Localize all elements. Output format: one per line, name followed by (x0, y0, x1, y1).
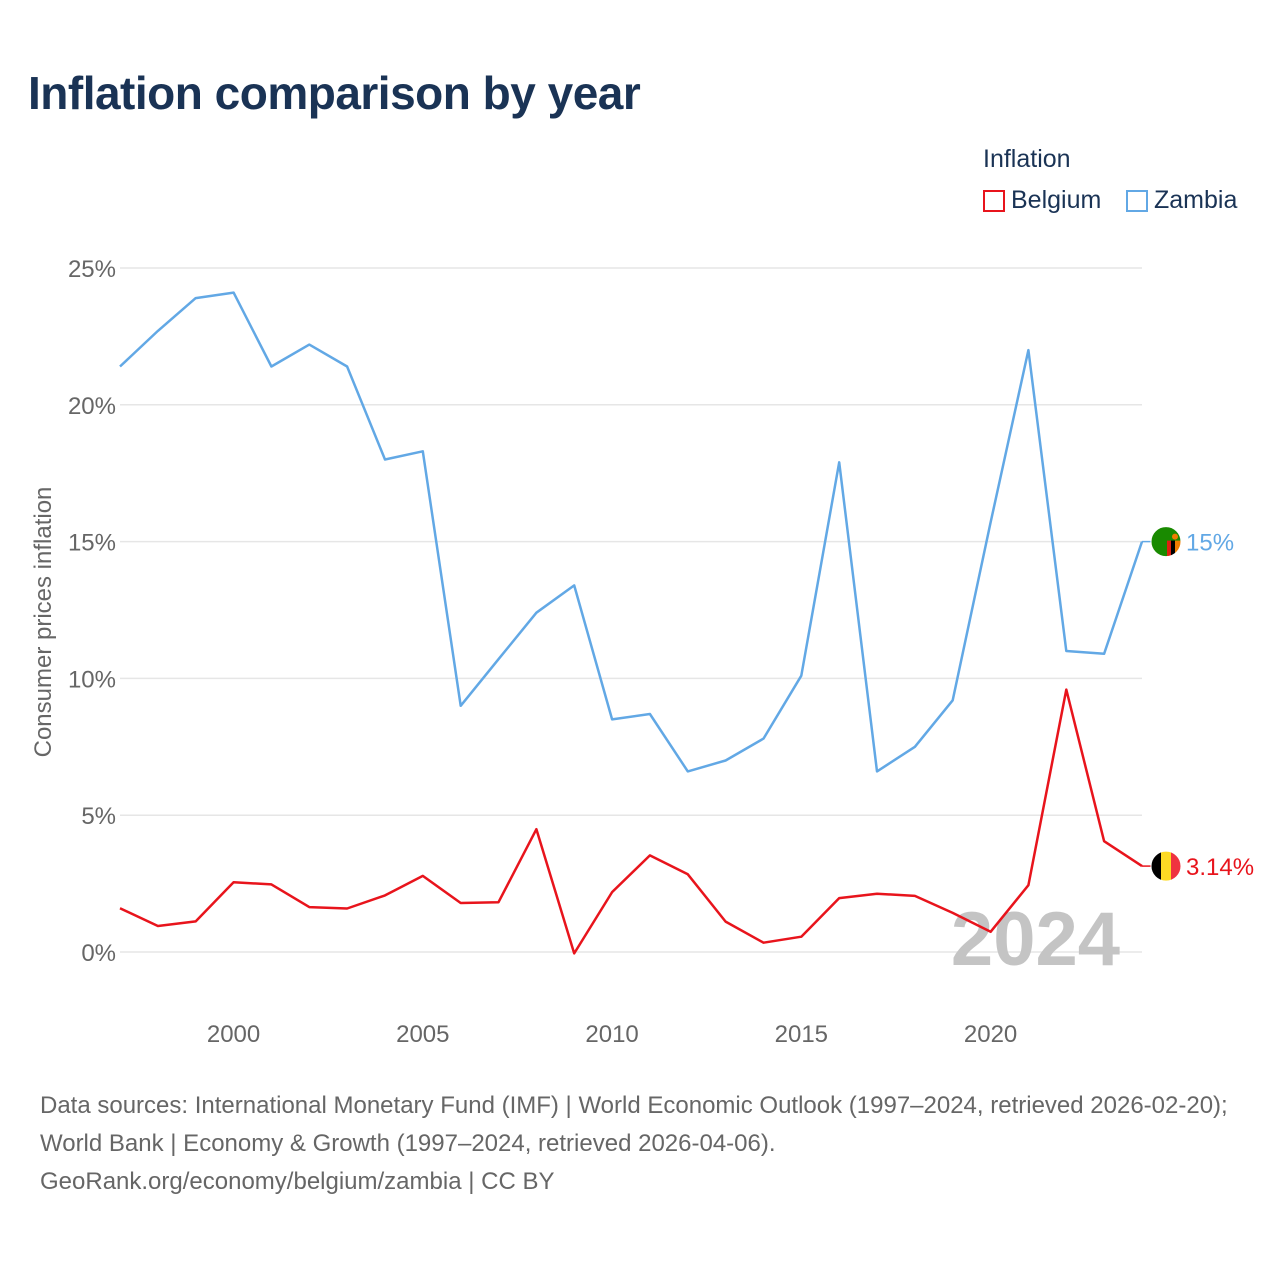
x-tick-label: 2005 (396, 1021, 449, 1048)
series-lines (119, 291, 1144, 955)
y-tick-label: 15% (68, 530, 116, 557)
legend-swatch-zambia (1126, 189, 1148, 212)
x-tick-label: 2020 (964, 1021, 1017, 1048)
end-value-label-belgium: 3.14% (1186, 854, 1254, 881)
footer-sources: Data sources: International Monetary Fun… (40, 1092, 1228, 1157)
x-tick-label: 2000 (207, 1021, 260, 1048)
x-tick-label: 2015 (775, 1021, 828, 1048)
y-axis-label: Consumer prices inflation (30, 487, 57, 758)
legend-swatch-belgium (983, 189, 1005, 212)
series-end-markers: 15% 3.14% (1142, 526, 1254, 882)
x-axis-ticks: 2000 2005 2010 2015 2020 (207, 1021, 1017, 1048)
end-value-label-zambia: 15% (1186, 530, 1234, 557)
y-axis-ticks: 0% 5% 10% 15% 20% 25% (68, 256, 116, 967)
belgium-flag-icon (1150, 850, 1182, 882)
y-tick-label: 10% (68, 666, 116, 693)
legend-item-zambia[interactable]: Zambia (1126, 186, 1237, 215)
footer-attribution: GeoRank.org/economy/belgium/zambia | CC … (40, 1168, 555, 1195)
year-watermark: 2024 (951, 897, 1120, 982)
x-tick-label: 2010 (585, 1021, 638, 1048)
legend-item-belgium[interactable]: Belgium (983, 186, 1101, 215)
legend-title: Inflation (983, 145, 1071, 173)
legend-label-zambia: Zambia (1154, 186, 1238, 214)
series-line-zambia[interactable] (119, 291, 1144, 773)
data-source-footer: Data sources: International Monetary Fun… (40, 1087, 1250, 1201)
y-tick-label: 5% (81, 803, 116, 830)
y-tick-label: 0% (81, 940, 116, 967)
zambia-flag-icon (1150, 526, 1182, 558)
y-tick-label: 20% (68, 393, 116, 420)
legend-label-belgium: Belgium (1011, 186, 1102, 214)
chart-title: Inflation comparison by year (28, 67, 641, 119)
gridlines (120, 267, 1142, 953)
y-tick-label: 25% (68, 256, 116, 283)
series-line-belgium[interactable] (119, 688, 1143, 955)
